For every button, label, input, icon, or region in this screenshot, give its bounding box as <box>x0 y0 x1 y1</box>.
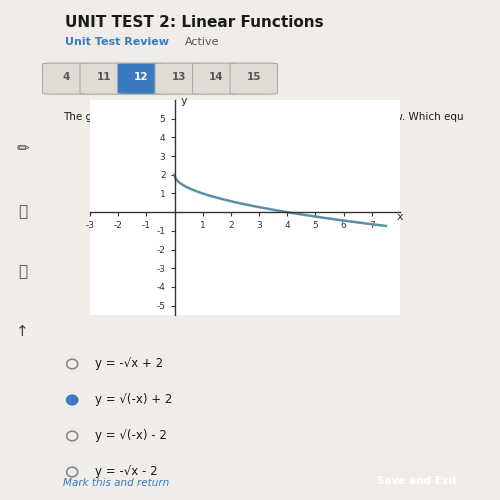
Text: y: y <box>180 96 187 106</box>
Text: Active: Active <box>185 37 220 47</box>
Text: y = √(-x) - 2: y = √(-x) - 2 <box>95 430 167 442</box>
Text: The graph of y = √x  is transformed as shown in the graph below. Which equ: The graph of y = √x is transformed as sh… <box>63 112 464 122</box>
Text: 13: 13 <box>172 72 186 82</box>
Text: 11: 11 <box>96 72 111 82</box>
Text: 14: 14 <box>209 72 224 82</box>
Text: y = -√x + 2: y = -√x + 2 <box>95 358 164 370</box>
Text: y = -√x - 2: y = -√x - 2 <box>95 466 158 478</box>
Text: y = √(-x) + 2: y = √(-x) + 2 <box>95 394 172 406</box>
FancyBboxPatch shape <box>42 63 90 94</box>
Text: 12: 12 <box>134 72 148 82</box>
FancyBboxPatch shape <box>192 63 240 94</box>
Text: ↑: ↑ <box>16 324 29 340</box>
Text: 4: 4 <box>62 72 70 82</box>
Text: 📱: 📱 <box>18 264 27 280</box>
Text: x: x <box>396 212 404 222</box>
Text: 15: 15 <box>246 72 261 82</box>
FancyBboxPatch shape <box>118 63 165 94</box>
Text: Save and Exit: Save and Exit <box>378 476 458 486</box>
Text: ✏: ✏ <box>16 140 29 156</box>
FancyBboxPatch shape <box>155 63 202 94</box>
Text: Mark this and return: Mark this and return <box>63 478 169 488</box>
Text: 🎧: 🎧 <box>18 204 27 220</box>
Text: Unit Test Review: Unit Test Review <box>65 37 169 47</box>
FancyBboxPatch shape <box>80 63 128 94</box>
FancyBboxPatch shape <box>230 63 278 94</box>
Circle shape <box>66 395 78 405</box>
Text: UNIT TEST 2: Linear Functions: UNIT TEST 2: Linear Functions <box>65 15 324 30</box>
